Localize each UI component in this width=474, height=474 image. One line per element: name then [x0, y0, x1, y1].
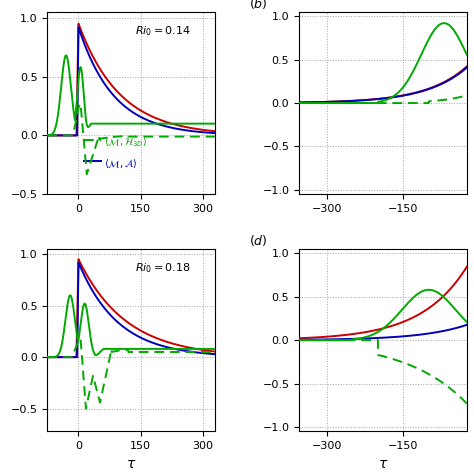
X-axis label: $\tau$: $\tau$: [126, 456, 137, 471]
Text: $(b)$: $(b)$: [249, 0, 267, 11]
Text: $Ri_0 = 0.14$: $Ri_0 = 0.14$: [135, 24, 191, 37]
Text: $(d)$: $(d)$: [249, 233, 267, 248]
Text: $\langle\mathcal{M},\mathcal{H}_{3D}\rangle$: $\langle\mathcal{M},\mathcal{H}_{3D}\ran…: [104, 135, 147, 149]
X-axis label: $\tau$: $\tau$: [378, 456, 388, 471]
Text: $\langle\mathcal{M},\mathcal{A}\rangle$: $\langle\mathcal{M},\mathcal{A}\rangle$: [104, 157, 138, 170]
Text: $Ri_0 = 0.18$: $Ri_0 = 0.18$: [135, 261, 191, 274]
